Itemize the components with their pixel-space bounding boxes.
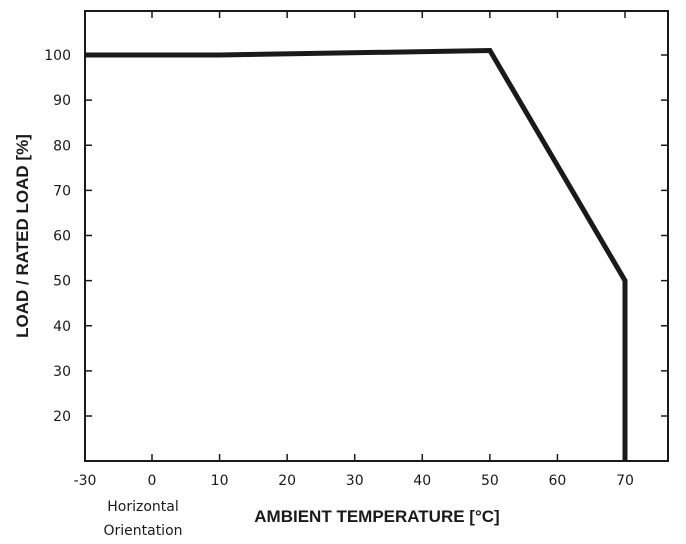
x-axis-ticks: -30 0 10 20 30 40 50 60 70 [74, 11, 634, 489]
y-tick-label: 70 [53, 183, 71, 199]
y-tick-label: 90 [53, 93, 71, 109]
y-tick-label: 100 [44, 48, 71, 64]
plot-frame [84, 10, 669, 462]
x-tick-label: 70 [616, 473, 634, 489]
x-tick-label: 50 [481, 473, 499, 489]
y-tick-label: 50 [53, 274, 71, 290]
y-axis-ticks: 20 30 40 50 60 70 80 90 100 [44, 48, 668, 425]
y-tick-label: 30 [53, 364, 71, 380]
x-tick-label: 30 [346, 473, 364, 489]
orientation-note-line-1: Horizontal [107, 499, 178, 515]
orientation-note-line-2: Orientation [103, 523, 182, 539]
x-tick-label: 40 [413, 473, 431, 489]
series-layer [85, 47, 628, 461]
x-tick-label: 60 [549, 473, 567, 489]
x-tick-label: 10 [211, 473, 229, 489]
y-axis-title: LOAD / RATED LOAD [%] [13, 134, 32, 338]
derating-curve [85, 47, 628, 461]
y-tick-label: 40 [53, 319, 71, 335]
y-tick-label: 60 [53, 229, 71, 245]
x-tick-label: 0 [148, 473, 157, 489]
x-axis-title: AMBIENT TEMPERATURE [°C] [254, 507, 499, 526]
x-tick-label: 20 [278, 473, 296, 489]
x-tick-label: -30 [74, 473, 97, 489]
y-tick-label: 80 [53, 138, 71, 154]
y-tick-label: 20 [53, 409, 71, 425]
